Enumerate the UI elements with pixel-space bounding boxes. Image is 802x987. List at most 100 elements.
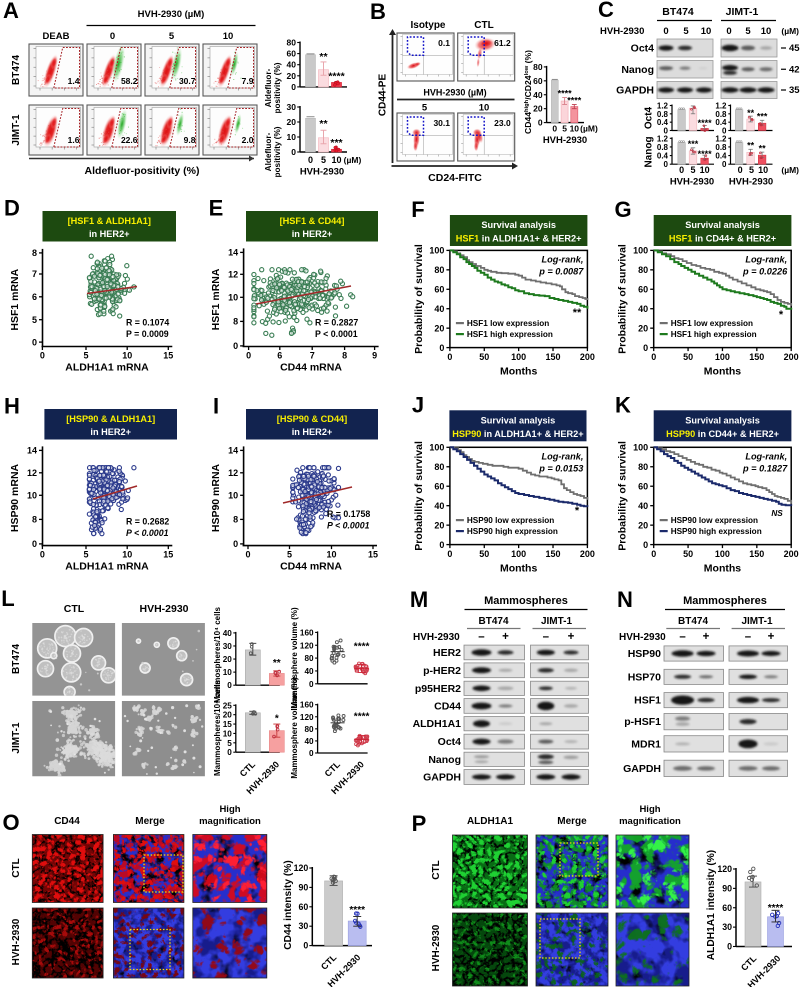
svg-text:5: 5 [287,550,292,560]
svg-text:HVH-2930 (µM): HVH-2930 (µM) [423,88,486,98]
svg-text:40: 40 [287,60,297,70]
svg-text:Mammospheres: Mammospheres [484,595,568,607]
svg-text:Mammospheres/10⁴ cells: Mammospheres/10⁴ cells [213,679,222,776]
svg-text:in HER2+: in HER2+ [292,427,333,437]
svg-text:**: ** [573,307,582,319]
svg-text:40: 40 [304,667,314,676]
svg-text:Merge: Merge [557,816,587,827]
svg-text:HVH-2930: HVH-2930 [431,924,442,971]
svg-text:+: + [768,631,775,643]
svg-text:0: 0 [40,351,45,361]
svg-text:+: + [568,631,575,643]
svg-text:0: 0 [439,343,444,353]
svg-text:H: H [4,394,20,419]
svg-text:0: 0 [722,160,727,169]
svg-text:Probability of survival: Probability of survival [413,244,425,354]
svg-text:0: 0 [291,82,296,92]
svg-text:7: 7 [32,269,37,279]
svg-text:0: 0 [552,124,557,134]
svg-text:0: 0 [664,127,669,136]
svg-text:45: 45 [789,43,800,54]
svg-text:0.8: 0.8 [715,143,727,152]
svg-text:15: 15 [163,550,173,560]
svg-text:10: 10 [228,293,238,303]
svg-text:50: 50 [479,549,489,559]
svg-text:****: **** [698,149,713,159]
svg-text:Months: Months [704,366,741,378]
svg-text:10: 10 [331,155,341,165]
svg-text:10: 10 [758,165,768,175]
svg-text:40: 40 [223,629,233,638]
svg-text:CD44: CD44 [434,700,461,712]
svg-text:80: 80 [638,265,648,275]
svg-text:1.2: 1.2 [715,134,727,143]
svg-text:HSF1 in ALDH1A1+ & HER2+: HSF1 in ALDH1A1+ & HER2+ [456,234,582,244]
svg-text:JIMT-1: JIMT-1 [11,114,22,146]
svg-text:Survival analysis: Survival analysis [481,220,556,230]
svg-text:60: 60 [287,49,297,59]
svg-text:100: 100 [511,549,526,559]
svg-text:****: **** [768,903,784,914]
svg-text:p = 0.0087: p = 0.0087 [538,266,584,276]
svg-text:0.4: 0.4 [657,152,669,161]
svg-text:CD44high/CD24low (%): CD44high/CD24low (%) [523,50,533,134]
svg-text:Log-rank,: Log-rank, [542,451,584,461]
svg-text:positivity (%): positivity (%) [273,126,282,177]
svg-text:10: 10 [223,31,234,42]
svg-text:10: 10 [27,491,37,501]
svg-text:MDR1: MDR1 [631,738,661,750]
svg-text:100: 100 [429,443,444,453]
svg-text:BT474: BT474 [478,616,508,627]
svg-text:[HSP90 & ALDH1A1]: [HSP90 & ALDH1A1] [66,414,155,424]
svg-text:2.0: 2.0 [242,135,254,145]
svg-text:**: ** [747,141,755,151]
svg-text:5: 5 [169,31,175,42]
svg-text:Probability of survival: Probability of survival [617,441,629,551]
svg-text:1.2: 1.2 [657,102,669,111]
svg-text:0: 0 [663,26,668,37]
svg-text:HSF1 high expression: HSF1 high expression [671,330,757,339]
svg-text:20: 20 [434,520,444,530]
svg-text:5: 5 [227,739,232,748]
svg-text:CTL: CTL [474,20,493,31]
svg-text:5: 5 [745,26,751,37]
svg-text:0.4: 0.4 [715,118,727,127]
svg-text:0: 0 [32,539,37,549]
svg-text:30: 30 [299,921,309,931]
svg-text:HVH-2930: HVH-2930 [139,603,188,615]
svg-text:Log-rank,: Log-rank, [542,254,584,264]
svg-text:60: 60 [638,481,648,491]
svg-text:GAPDH: GAPDH [623,763,661,775]
svg-text:E: E [209,196,224,221]
svg-text:CD44: CD44 [54,816,80,827]
svg-text:HVH-2930: HVH-2930 [300,167,344,178]
svg-text:0: 0 [439,540,444,550]
svg-text:C: C [598,0,614,22]
svg-text:HSF1 high expression: HSF1 high expression [467,330,553,339]
svg-text:p = 0.1827: p = 0.1827 [742,463,788,473]
svg-text:****: **** [328,71,345,83]
svg-text:100: 100 [633,443,648,453]
svg-text:p-HSF1: p-HSF1 [624,716,661,728]
svg-text:Survival analysis: Survival analysis [481,415,556,425]
svg-text:Nanog: Nanog [428,754,461,766]
svg-text:R = 0.1074: R = 0.1074 [126,318,169,328]
svg-text:20: 20 [223,711,233,720]
svg-text:100: 100 [429,246,444,256]
svg-text:JIMT-1: JIMT-1 [726,6,759,18]
svg-text:150: 150 [546,352,561,362]
svg-text:5: 5 [422,103,428,114]
svg-text:0.8: 0.8 [657,143,669,152]
svg-text:5: 5 [683,26,689,37]
svg-text:****: **** [354,642,370,653]
svg-text:HSF1 low expression: HSF1 low expression [467,319,549,328]
svg-text:HSP90 high expression: HSP90 high expression [467,527,558,536]
svg-text:Nanog: Nanog [644,136,655,167]
svg-text:magnification: magnification [199,816,261,827]
svg-text:30: 30 [722,922,732,932]
svg-text:40: 40 [638,304,648,314]
svg-text:****: **** [558,89,573,99]
svg-text:*: * [779,309,784,321]
svg-text:0: 0 [651,549,656,559]
svg-text:CD44 mRNA: CD44 mRNA [280,362,342,374]
